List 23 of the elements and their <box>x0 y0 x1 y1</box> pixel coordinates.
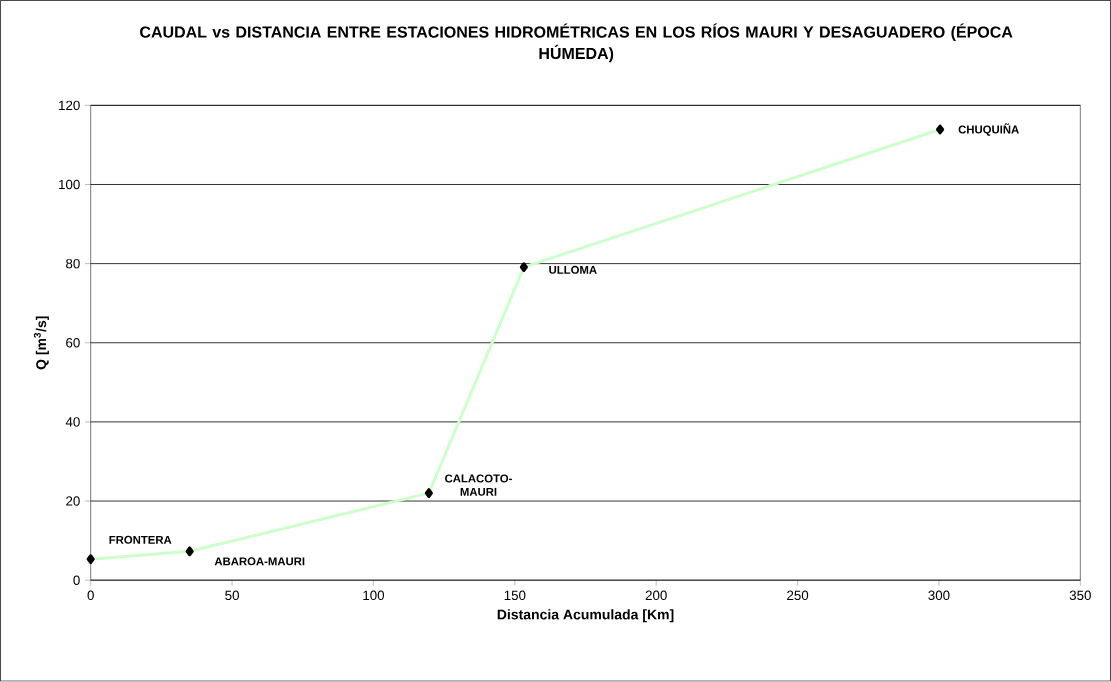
y-tick-label: 0 <box>73 575 80 586</box>
chart-title: CAUDAL vs DISTANCIA ENTRE ESTACIONES HIDROMÉTRICAS EN LOS RÍOS MAURI Y DESAGUADERO (ÉPOCA HÚMEDA) <box>140 23 1013 63</box>
x-tick-label: 200 <box>645 590 667 601</box>
x-tick-label: 250 <box>787 590 809 601</box>
annotation: ULLOMA <box>549 266 597 275</box>
x-tick-label: 100 <box>363 590 385 601</box>
annotation: CALACOTO-MAURI <box>445 474 512 497</box>
x-tick-label: 350 <box>1069 590 1091 601</box>
x-tick-label: 50 <box>225 590 239 601</box>
x-axis-title: Distancia Acumulada [Km] <box>497 609 674 623</box>
y-axis-title: Q [m$^{3}$/s] <box>33 316 49 370</box>
y-tick-label: 40 <box>65 417 80 427</box>
y-tick-label: 100 <box>59 180 80 190</box>
annotation: ABAROA-MAURI <box>214 557 305 566</box>
x-tick-label: 300 <box>928 590 950 601</box>
y-tick-label: 60 <box>66 338 80 348</box>
y-tick-label: 120 <box>59 100 80 111</box>
annotation: FRONTERA <box>109 536 172 545</box>
annotation: CHUQUIÑA <box>958 123 1019 136</box>
x-tick-label: 150 <box>504 590 526 601</box>
x-tick-label: 0 <box>87 590 94 601</box>
y-tick-label: 80 <box>66 259 80 269</box>
y-tick-label: 20 <box>66 496 80 506</box>
